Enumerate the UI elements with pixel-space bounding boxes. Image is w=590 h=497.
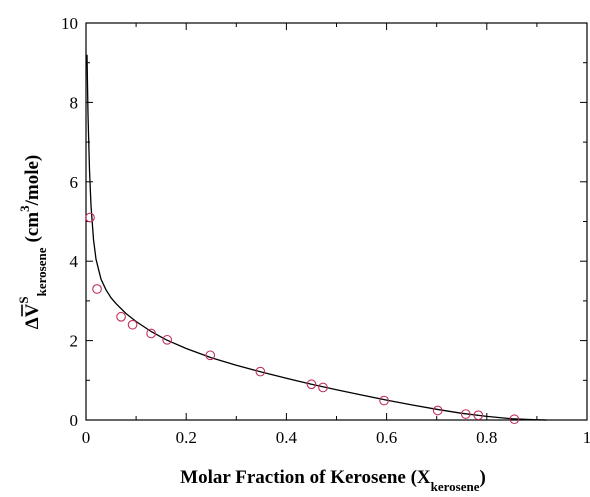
data-point xyxy=(92,284,102,294)
y-tick-label: 6 xyxy=(70,173,79,192)
x-tick-label: 0.2 xyxy=(176,428,197,447)
fit-curve-group xyxy=(86,54,547,421)
y-tick-label: 0 xyxy=(70,411,79,430)
y-axis-label: ΔVSkerosene (cm3/mole) xyxy=(16,155,49,330)
x-tick-label: 0.8 xyxy=(476,428,497,447)
data-point xyxy=(460,409,471,419)
data-point xyxy=(205,350,216,361)
y-tick-label: 4 xyxy=(70,252,79,271)
data-point xyxy=(306,379,317,390)
data-point xyxy=(473,410,484,421)
y-axis-ticks: 0 2 4 6 8 10 xyxy=(61,14,587,430)
data-point xyxy=(432,405,443,416)
data-point xyxy=(509,414,520,425)
data-point xyxy=(116,311,126,322)
plot-frame xyxy=(85,22,588,421)
y-axis-label-units-open: (cm xyxy=(22,212,43,243)
x-axis-ticks: 0 0.2 0.4 0.6 0.8 1 xyxy=(82,23,590,447)
data-point xyxy=(379,395,389,406)
x-tick-label: 0 xyxy=(82,428,91,447)
x-axis-label-close: ) xyxy=(480,467,486,488)
x-axis-label: Molar Fraction of Kerosene (Xkerosene) xyxy=(180,467,486,494)
y-axis-label-units-close: /mole) xyxy=(22,155,43,207)
y-axis-label-main: ΔV xyxy=(22,303,43,329)
x-axis-label-sub: kerosene xyxy=(431,479,480,494)
plot-axes xyxy=(85,22,588,421)
data-points xyxy=(85,212,520,425)
fit-curve-line xyxy=(86,54,547,421)
x-tick-label: 0.6 xyxy=(376,428,397,447)
data-point xyxy=(85,212,95,223)
y-tick-label: 2 xyxy=(70,332,79,351)
data-point xyxy=(255,366,266,377)
data-point xyxy=(162,334,173,345)
y-axis-label-sub: kerosene xyxy=(34,247,49,296)
y-axis-label-units-sup: 3 xyxy=(17,205,32,212)
data-point xyxy=(127,319,138,330)
x-axis-label-main: Molar Fraction of Kerosene (X xyxy=(180,467,431,488)
x-tick-label: 0.4 xyxy=(276,428,298,447)
data-point xyxy=(146,328,156,339)
y-axis-label-sup: S xyxy=(16,296,31,303)
y-tick-label: 8 xyxy=(70,93,79,112)
x-tick-label: 1 xyxy=(583,428,590,447)
y-tick-label: 10 xyxy=(61,14,78,33)
data-point xyxy=(318,382,328,393)
